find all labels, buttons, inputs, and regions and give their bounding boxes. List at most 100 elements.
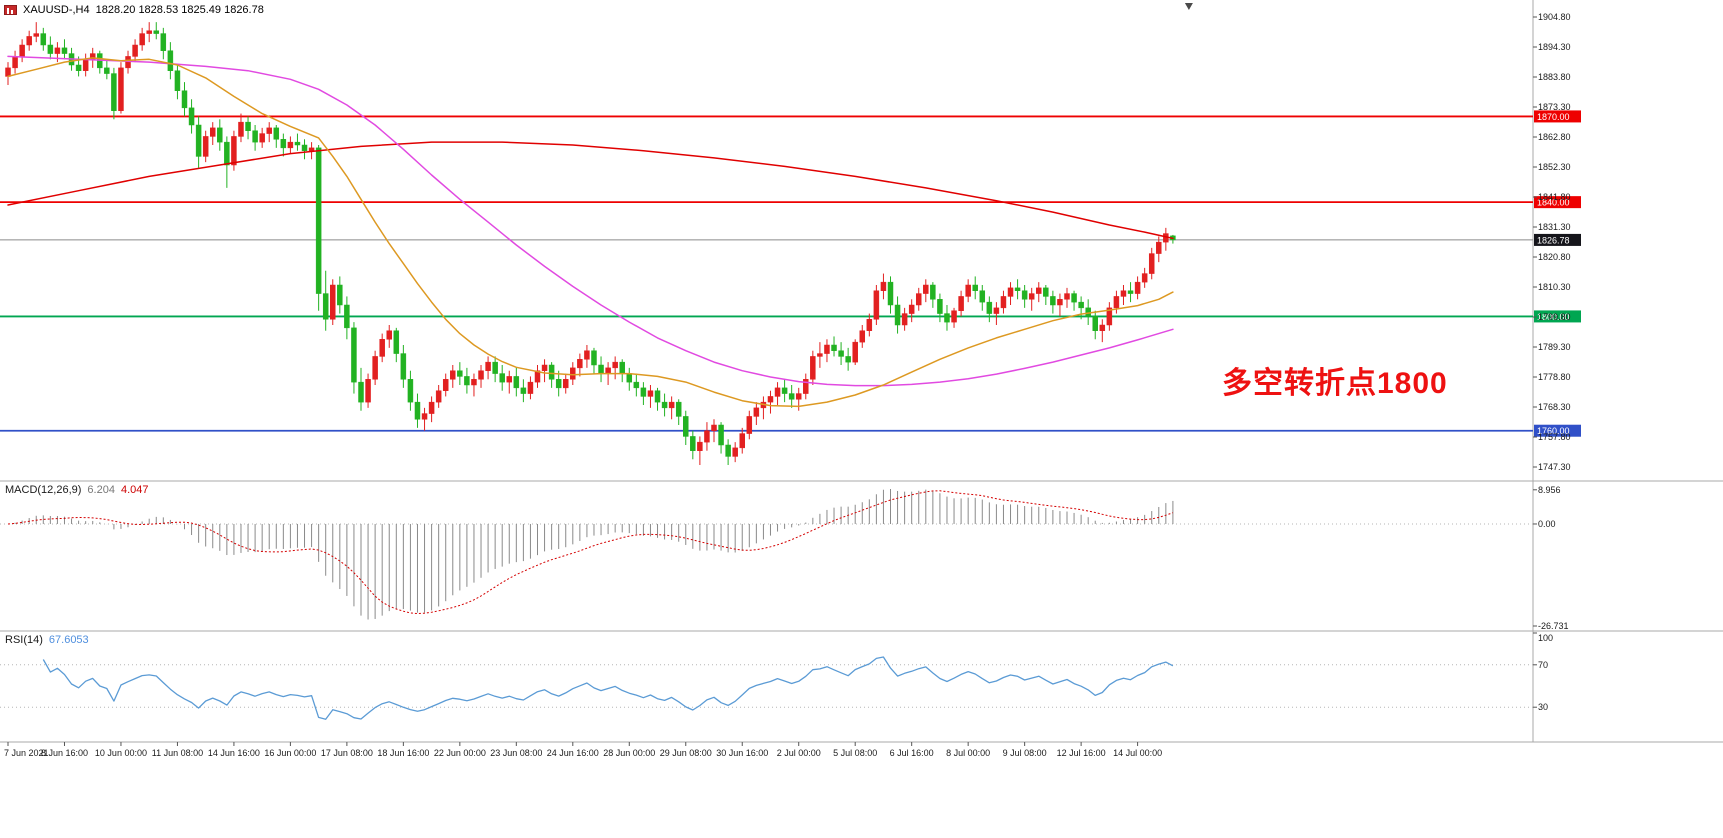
candle-body <box>690 436 696 451</box>
annotation-text[interactable]: 多空转折点1800 <box>1222 367 1448 400</box>
price-axis: 1904.80 1894.30 1883.80 1873.30 1862.80 1852.… <box>1533 12 1571 472</box>
candle-body <box>795 393 802 400</box>
hline-1870.00[interactable]: 1870.00 <box>0 110 1581 123</box>
candle-body <box>513 376 520 389</box>
candle-body <box>887 281 894 306</box>
chart-canvas[interactable]: 1870.001840.001800.001760.001826.781904.… <box>0 0 1723 762</box>
candle-body <box>5 67 11 77</box>
candle-body <box>965 284 971 297</box>
candle-body <box>923 284 929 294</box>
price-chart-panel[interactable]: 1870.00 1840.00 1800.00 1760.00 1826.78 <box>0 3 1581 465</box>
candle-body <box>1148 253 1155 274</box>
candle-body <box>1071 293 1077 303</box>
candle-body <box>464 376 470 386</box>
macd-main-value: 6.204 <box>87 484 115 496</box>
candle-body <box>104 67 110 74</box>
price-tick-label: 1904.80 <box>1538 12 1571 22</box>
hline-price-badge <box>1534 196 1581 209</box>
candle-body <box>471 379 477 386</box>
candle-body <box>972 284 978 291</box>
candle-body <box>315 147 322 294</box>
candle-body <box>478 370 484 380</box>
time-tick-label: 9 Jul 08:00 <box>1003 748 1047 758</box>
candle-body <box>167 50 174 71</box>
time-tick-label: 16 Jun 00:00 <box>264 748 316 758</box>
candle-body <box>188 107 195 126</box>
macd-panel[interactable]: 8.956 0.00 -26.731 <box>0 485 1569 631</box>
candle-body <box>19 44 25 57</box>
candle-body <box>118 67 124 111</box>
price-tick-label: 1789.30 <box>1538 342 1571 352</box>
time-tick-label: 28 Jun 00:00 <box>603 748 655 758</box>
candle-body <box>393 330 400 354</box>
candle-body <box>951 310 957 323</box>
hline-price-badge <box>1534 310 1581 323</box>
candle-body <box>605 367 611 374</box>
candle-body <box>1092 316 1098 331</box>
time-tick-label: 12 Jul 16:00 <box>1057 748 1106 758</box>
candle-body <box>1099 324 1106 331</box>
candle-body <box>880 281 887 291</box>
candle-body <box>894 304 901 326</box>
chart-header: XAUUSD-,H4 1828.20 1828.53 1825.49 1826.… <box>4 3 264 17</box>
hline-1840.00[interactable]: 1840.00 <box>0 196 1581 209</box>
hline-1800.00[interactable]: 1800.00 <box>0 310 1581 323</box>
candle-body <box>125 56 131 69</box>
candle-body <box>1007 287 1014 297</box>
candle-body <box>435 390 442 403</box>
candle-body <box>181 90 188 109</box>
candle-body <box>675 401 682 417</box>
candle-body <box>287 141 294 149</box>
candle-body <box>647 390 654 397</box>
candle-body <box>1000 296 1007 309</box>
candle-body <box>831 344 837 351</box>
rsi-tick-label: 70 <box>1538 660 1548 670</box>
macd-tick-label: 8.956 <box>1538 485 1561 495</box>
candle-body <box>1078 301 1084 309</box>
candle-body <box>930 284 936 300</box>
candle-body <box>640 387 647 397</box>
candle-body <box>845 356 851 363</box>
current-price-line: 1826.78 <box>0 233 1581 246</box>
candle-body <box>901 313 908 326</box>
candle-body <box>33 33 39 37</box>
rsi-line <box>42 656 1174 720</box>
price-tick-label: 1852.30 <box>1538 162 1571 172</box>
candle-body <box>1106 307 1113 326</box>
price-tick-label: 1768.30 <box>1538 402 1571 412</box>
candle-body <box>591 350 597 366</box>
time-tick-label: 8 Jun 16:00 <box>41 748 88 758</box>
symbol-icon <box>4 5 17 15</box>
price-tick-label: 1831.30 <box>1538 222 1571 232</box>
time-tick-label: 18 Jun 16:00 <box>377 748 429 758</box>
candle-body <box>442 379 449 391</box>
candle-body <box>944 313 950 323</box>
candle-body <box>1113 296 1120 309</box>
candle-body <box>697 441 703 451</box>
candle-body <box>1043 287 1049 297</box>
hline-price-badge-label: 1870.00 <box>1537 112 1570 122</box>
candle-body <box>492 361 498 374</box>
candle-body <box>541 364 548 371</box>
rsi-panel[interactable]: 100 70 30 <box>0 632 1553 720</box>
candle-body <box>1064 293 1070 300</box>
candle-body <box>344 304 350 329</box>
macd-signal-value: 4.047 <box>120 484 149 496</box>
candle-body <box>1014 287 1021 291</box>
symbol-period-label: XAUUSD-,H4 <box>23 4 90 16</box>
hline-1760.00[interactable]: 1760.00 <box>0 424 1581 437</box>
candle-body <box>280 139 287 149</box>
candle-body <box>739 433 745 449</box>
candle-body <box>499 373 505 383</box>
candle-body <box>774 387 781 397</box>
current-price-badge-label: 1826.78 <box>1537 235 1570 245</box>
candle-body <box>534 370 541 383</box>
rsi-tick-label: 100 <box>1538 633 1553 643</box>
chart-shift-marker <box>1184 3 1193 10</box>
price-tick-label: 1757.80 <box>1538 432 1571 442</box>
candle-body <box>711 424 717 431</box>
candle-body <box>1127 290 1134 294</box>
candle-body <box>153 30 160 34</box>
candle-body <box>322 293 329 320</box>
